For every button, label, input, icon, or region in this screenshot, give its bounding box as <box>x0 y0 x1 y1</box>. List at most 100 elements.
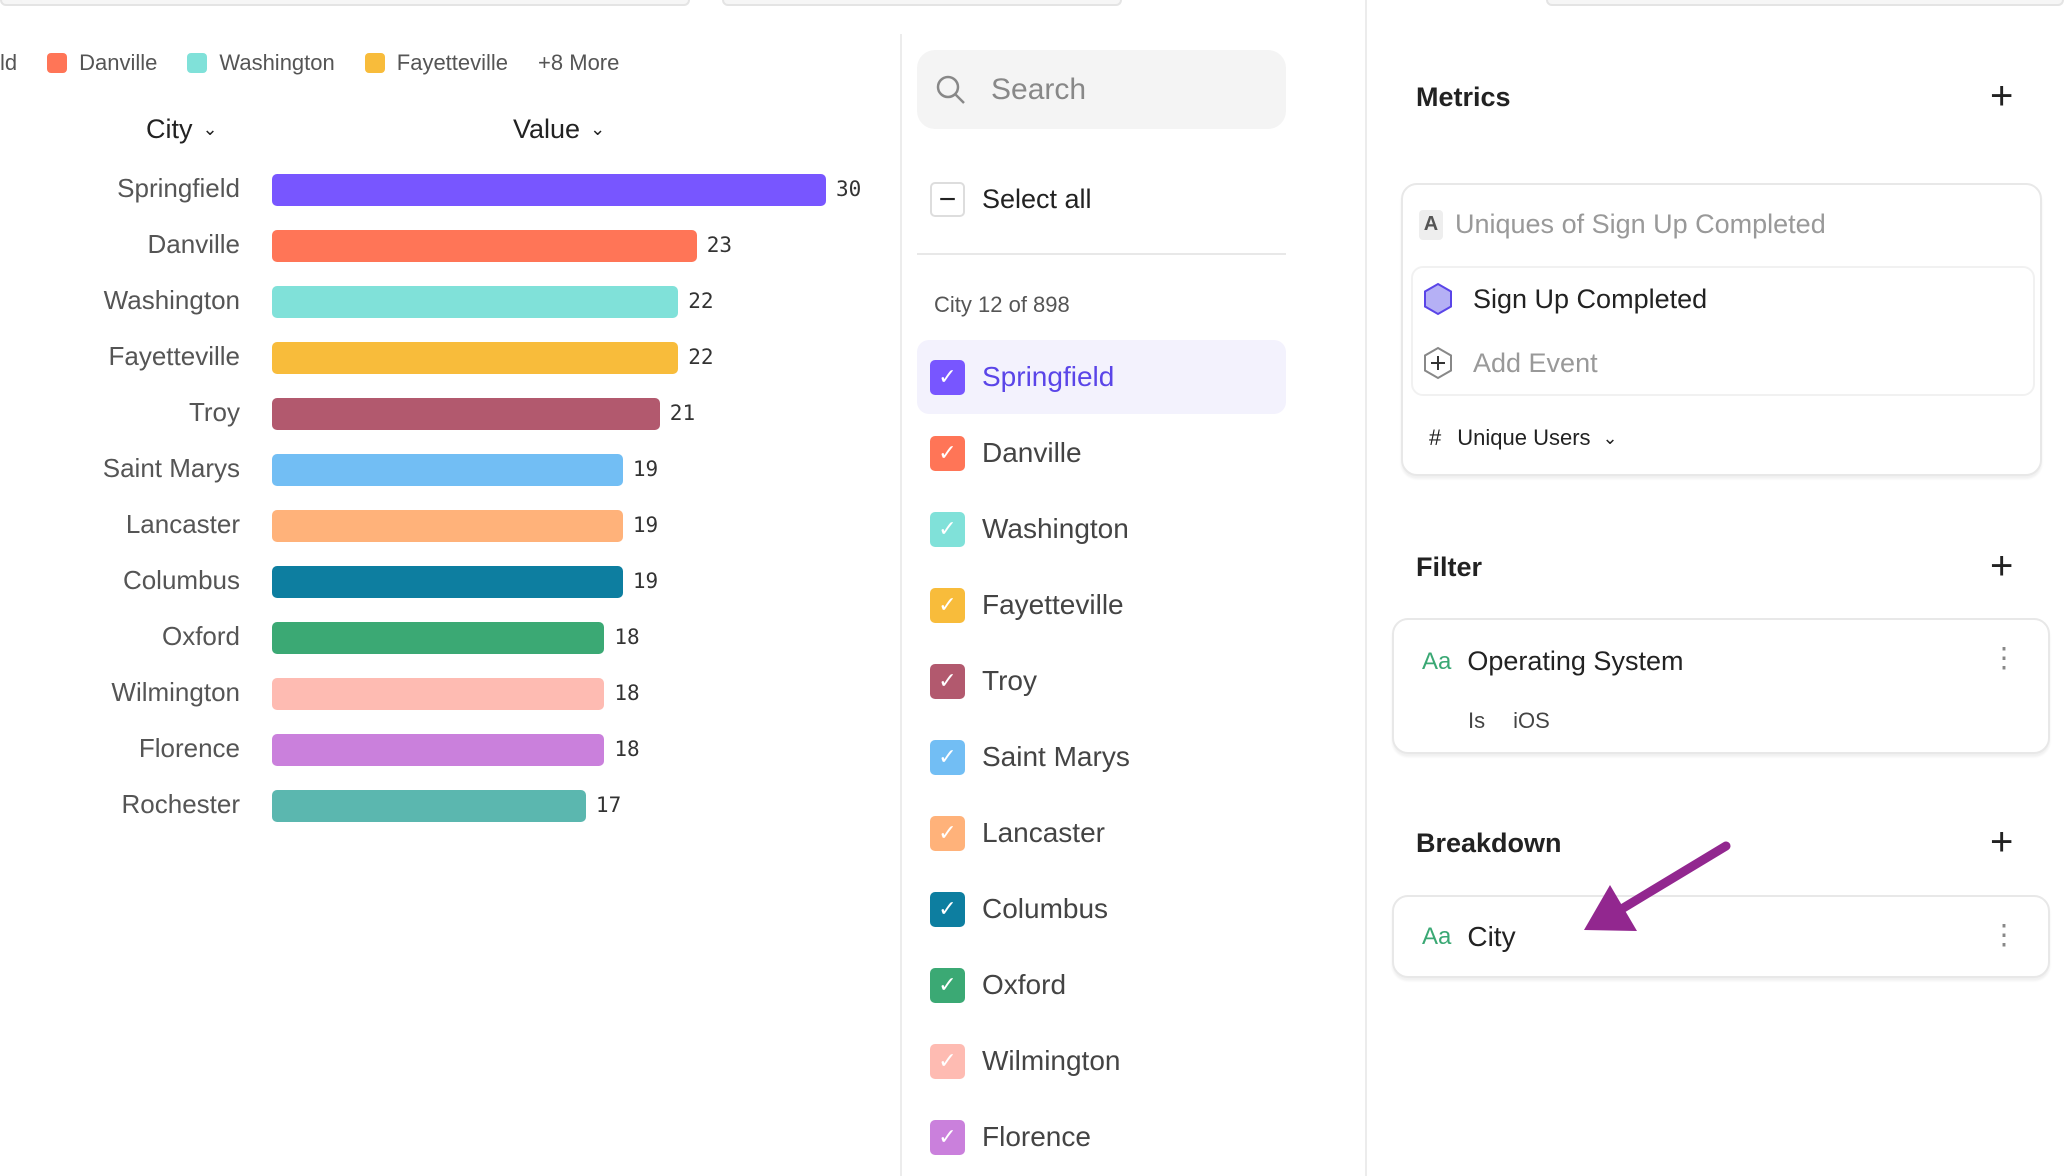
bar-category-label: Rochester <box>121 789 241 819</box>
legend-swatch <box>47 53 68 73</box>
filter-value[interactable]: iOS <box>1513 708 1550 733</box>
add-event-label: Add Event <box>1473 347 1598 378</box>
city-list-item[interactable]: ✓ Washington <box>917 492 1286 566</box>
bar-category-label: Wilmington <box>111 677 240 707</box>
panel-divider <box>1365 0 1367 1176</box>
bar[interactable] <box>272 398 660 430</box>
checkbox-checked-icon[interactable]: ✓ <box>930 1043 965 1079</box>
checkbox-checked-icon[interactable]: ✓ <box>930 435 965 471</box>
checkbox-checked-icon[interactable]: ✓ <box>930 587 965 623</box>
top-tab-stub <box>0 0 690 6</box>
bar[interactable] <box>272 286 679 318</box>
city-list-item[interactable]: ✓ Wilmington <box>917 1024 1286 1098</box>
city-list-label: Springfield <box>982 361 1115 392</box>
search-placeholder: Search <box>991 72 1087 106</box>
checkbox-checked-icon[interactable]: ✓ <box>930 967 965 1003</box>
checkbox-checked-icon[interactable]: ✓ <box>930 511 965 547</box>
filter-property: Operating System <box>1467 646 1684 676</box>
bar-value-label: 19 <box>632 569 659 593</box>
bar-value-label: 18 <box>614 737 640 761</box>
event-row[interactable]: Sign Up Completed <box>1423 282 1707 316</box>
bar-category-label: Washington <box>103 285 240 315</box>
city-list-item[interactable]: ✓ Saint Marys <box>917 720 1286 794</box>
event-name: Sign Up Completed <box>1473 283 1708 314</box>
city-list-item[interactable]: ✓ Columbus <box>917 872 1286 946</box>
measure-label: Unique Users <box>1457 425 1591 450</box>
string-type-icon: Aa <box>1422 647 1452 675</box>
bar-value-label: 21 <box>669 401 696 425</box>
legend-more-button[interactable]: +8 More <box>538 50 619 76</box>
search-input[interactable]: Search <box>917 50 1286 129</box>
bar[interactable] <box>272 342 679 374</box>
filter-card[interactable]: Aa Operating System ⋮ Is iOS <box>1392 618 2050 754</box>
city-list-item[interactable]: ✓ Danville <box>917 416 1286 490</box>
list-count-label: City 12 of 898 <box>934 292 1070 317</box>
bar-value-label: 23 <box>706 233 733 257</box>
legend-item[interactable]: Danville <box>47 50 157 76</box>
filter-operator[interactable]: Is <box>1468 708 1486 733</box>
value-header-label: Value <box>513 114 581 144</box>
bar-category-label: Lancaster <box>125 509 240 539</box>
chevron-down-icon: ⌄ <box>590 119 606 139</box>
select-all-label: Select all <box>982 184 1092 214</box>
legend-label: Fayetteville <box>396 50 509 75</box>
city-list-item[interactable]: ✓ Florence <box>917 1100 1286 1174</box>
panel-divider <box>900 34 902 1176</box>
legend-swatch <box>364 53 385 73</box>
measure-dropdown[interactable]: # Unique Users ⌄ <box>1429 425 1618 451</box>
metric-card[interactable]: A Uniques of Sign Up Completed Sign Up C… <box>1401 183 2042 476</box>
city-list-label: Fayetteville <box>982 589 1124 620</box>
metric-name[interactable]: Uniques of Sign Up Completed <box>1455 209 1826 239</box>
add-event-button[interactable]: Add Event <box>1423 346 1598 380</box>
value-column-header[interactable]: Value ⌄ <box>513 114 605 145</box>
select-all-checkbox[interactable]: − Select all <box>930 182 1092 217</box>
more-options-icon[interactable]: ⋮ <box>1990 642 2018 673</box>
bar[interactable] <box>272 790 586 822</box>
bar-category-label: Oxford <box>161 621 240 651</box>
bar[interactable] <box>272 734 605 766</box>
bar[interactable] <box>272 566 623 598</box>
checkbox-checked-icon[interactable]: ✓ <box>930 359 965 395</box>
city-list-item[interactable]: ✓ Springfield <box>917 340 1286 414</box>
metric-badge: A <box>1419 209 1443 240</box>
bar-category-label: Florence <box>138 733 240 763</box>
add-breakdown-button[interactable]: + <box>1990 820 2014 864</box>
bar-value-label: 30 <box>836 177 862 201</box>
legend-item[interactable]: ld <box>0 50 17 76</box>
bar[interactable] <box>272 510 623 542</box>
city-list-item[interactable]: ✓ Oxford <box>917 948 1286 1022</box>
city-column-header[interactable]: City ⌄ <box>146 114 218 145</box>
legend-swatch <box>187 53 208 73</box>
bar-category-label: Columbus <box>122 565 240 595</box>
chevron-down-icon: ⌄ <box>1602 427 1618 448</box>
city-list-item[interactable]: ✓ Troy <box>917 644 1286 718</box>
bar-value-label: 22 <box>688 289 714 313</box>
city-list-item[interactable]: ✓ Fayetteville <box>917 568 1286 642</box>
metric-header: A Uniques of Sign Up Completed <box>1419 209 1826 240</box>
add-metric-button[interactable]: + <box>1990 74 2014 118</box>
add-hexagon-icon <box>1424 346 1452 380</box>
bar-value-label: 18 <box>614 681 640 705</box>
breakdown-card[interactable]: Aa City ⋮ <box>1392 895 2050 978</box>
bar-value-label: 19 <box>632 457 659 481</box>
legend-label: Danville <box>79 50 158 75</box>
checkbox-checked-icon[interactable]: ✓ <box>930 663 965 699</box>
hexagon-event-icon <box>1424 282 1452 316</box>
city-list-item[interactable]: ✓ Lancaster <box>917 796 1286 870</box>
checkbox-checked-icon[interactable]: ✓ <box>930 815 965 851</box>
legend-item[interactable]: Washington <box>187 50 335 76</box>
city-list-label: Danville <box>982 437 1082 468</box>
bar[interactable] <box>272 622 605 654</box>
legend-item[interactable]: Fayetteville <box>364 50 509 76</box>
bar[interactable] <box>272 678 605 710</box>
breakdown-property: City <box>1467 921 1516 952</box>
bar[interactable] <box>272 230 697 262</box>
checkbox-checked-icon[interactable]: ✓ <box>930 891 965 927</box>
checkbox-checked-icon[interactable]: ✓ <box>930 739 965 775</box>
checkbox-checked-icon[interactable]: ✓ <box>930 1119 965 1155</box>
bar[interactable] <box>272 454 623 486</box>
bar[interactable] <box>272 174 826 206</box>
add-filter-button[interactable]: + <box>1990 544 2014 588</box>
more-options-icon[interactable]: ⋮ <box>1990 919 2018 950</box>
bar-value-label: 17 <box>595 793 622 817</box>
